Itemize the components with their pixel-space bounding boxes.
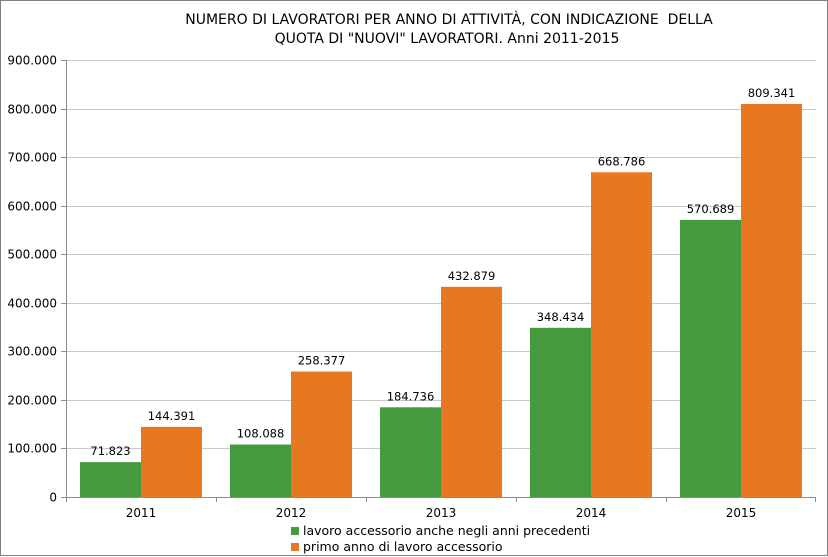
- data-label-1-2011: 144.391: [148, 409, 196, 423]
- bar-1-2011: [141, 426, 202, 497]
- data-label-0-2014: 348.434: [537, 310, 585, 324]
- y-tick-label: 600.000: [7, 200, 57, 214]
- bar-0-2013: [380, 407, 441, 497]
- bar-1-2013: [441, 286, 502, 497]
- x-tick-label-2012: 2012: [276, 506, 307, 520]
- y-tick-label: 700.000: [7, 151, 57, 165]
- y-tick-label: 800.000: [7, 103, 57, 117]
- x-tick-label-2011: 2011: [126, 506, 157, 520]
- bar-1-2014: [591, 172, 652, 497]
- bar-1-2015: [741, 104, 802, 497]
- legend-label-series-0: lavoro accessorio anche negli anni prece…: [303, 523, 591, 538]
- chart-title-line-1: NUMERO DI LAVORATORI PER ANNO DI ATTIVIT…: [185, 12, 713, 28]
- data-label-1-2013: 432.879: [448, 269, 496, 283]
- y-tick-label: 300.000: [7, 345, 57, 359]
- y-tick-label: 500.000: [7, 248, 57, 262]
- y-tick-label: 400.000: [7, 297, 57, 311]
- data-label-1-2015: 809.341: [748, 86, 796, 100]
- data-label-0-2015: 570.689: [687, 202, 735, 216]
- y-tick-label: 0: [49, 491, 57, 505]
- legend-item-series-0: lavoro accessorio anche negli anni prece…: [291, 523, 590, 538]
- y-tick-label: 100.000: [7, 442, 57, 456]
- legend-swatch-series-1: [291, 542, 299, 551]
- y-tick-label: 200.000: [7, 394, 57, 408]
- bar-0-2011: [80, 462, 141, 497]
- x-tick-label-2014: 2014: [576, 506, 607, 520]
- bar-0-2015: [680, 219, 741, 497]
- bar-1-2012: [291, 371, 352, 497]
- legend-label-series-1: primo anno di lavoro accessorio: [303, 539, 503, 554]
- legend-item-series-1: primo anno di lavoro accessorio: [291, 539, 503, 554]
- data-label-0-2012: 108.088: [237, 427, 285, 441]
- data-label-1-2014: 668.786: [598, 154, 646, 168]
- chart-title-line-2: QUOTA DI "NUOVI" LAVORATORI. Anni 2011-2…: [274, 31, 620, 47]
- y-tick-label: 900.000: [7, 54, 57, 68]
- x-tick-label-2013: 2013: [426, 506, 457, 520]
- bar-0-2012: [230, 444, 291, 497]
- bar-0-2014: [530, 327, 591, 497]
- data-label-0-2013: 184.736: [387, 389, 435, 403]
- legend-swatch-series-0: [291, 526, 299, 535]
- x-tick-label-2015: 2015: [726, 506, 757, 520]
- data-label-0-2011: 71.823: [90, 444, 130, 458]
- data-label-1-2012: 258.377: [298, 354, 346, 368]
